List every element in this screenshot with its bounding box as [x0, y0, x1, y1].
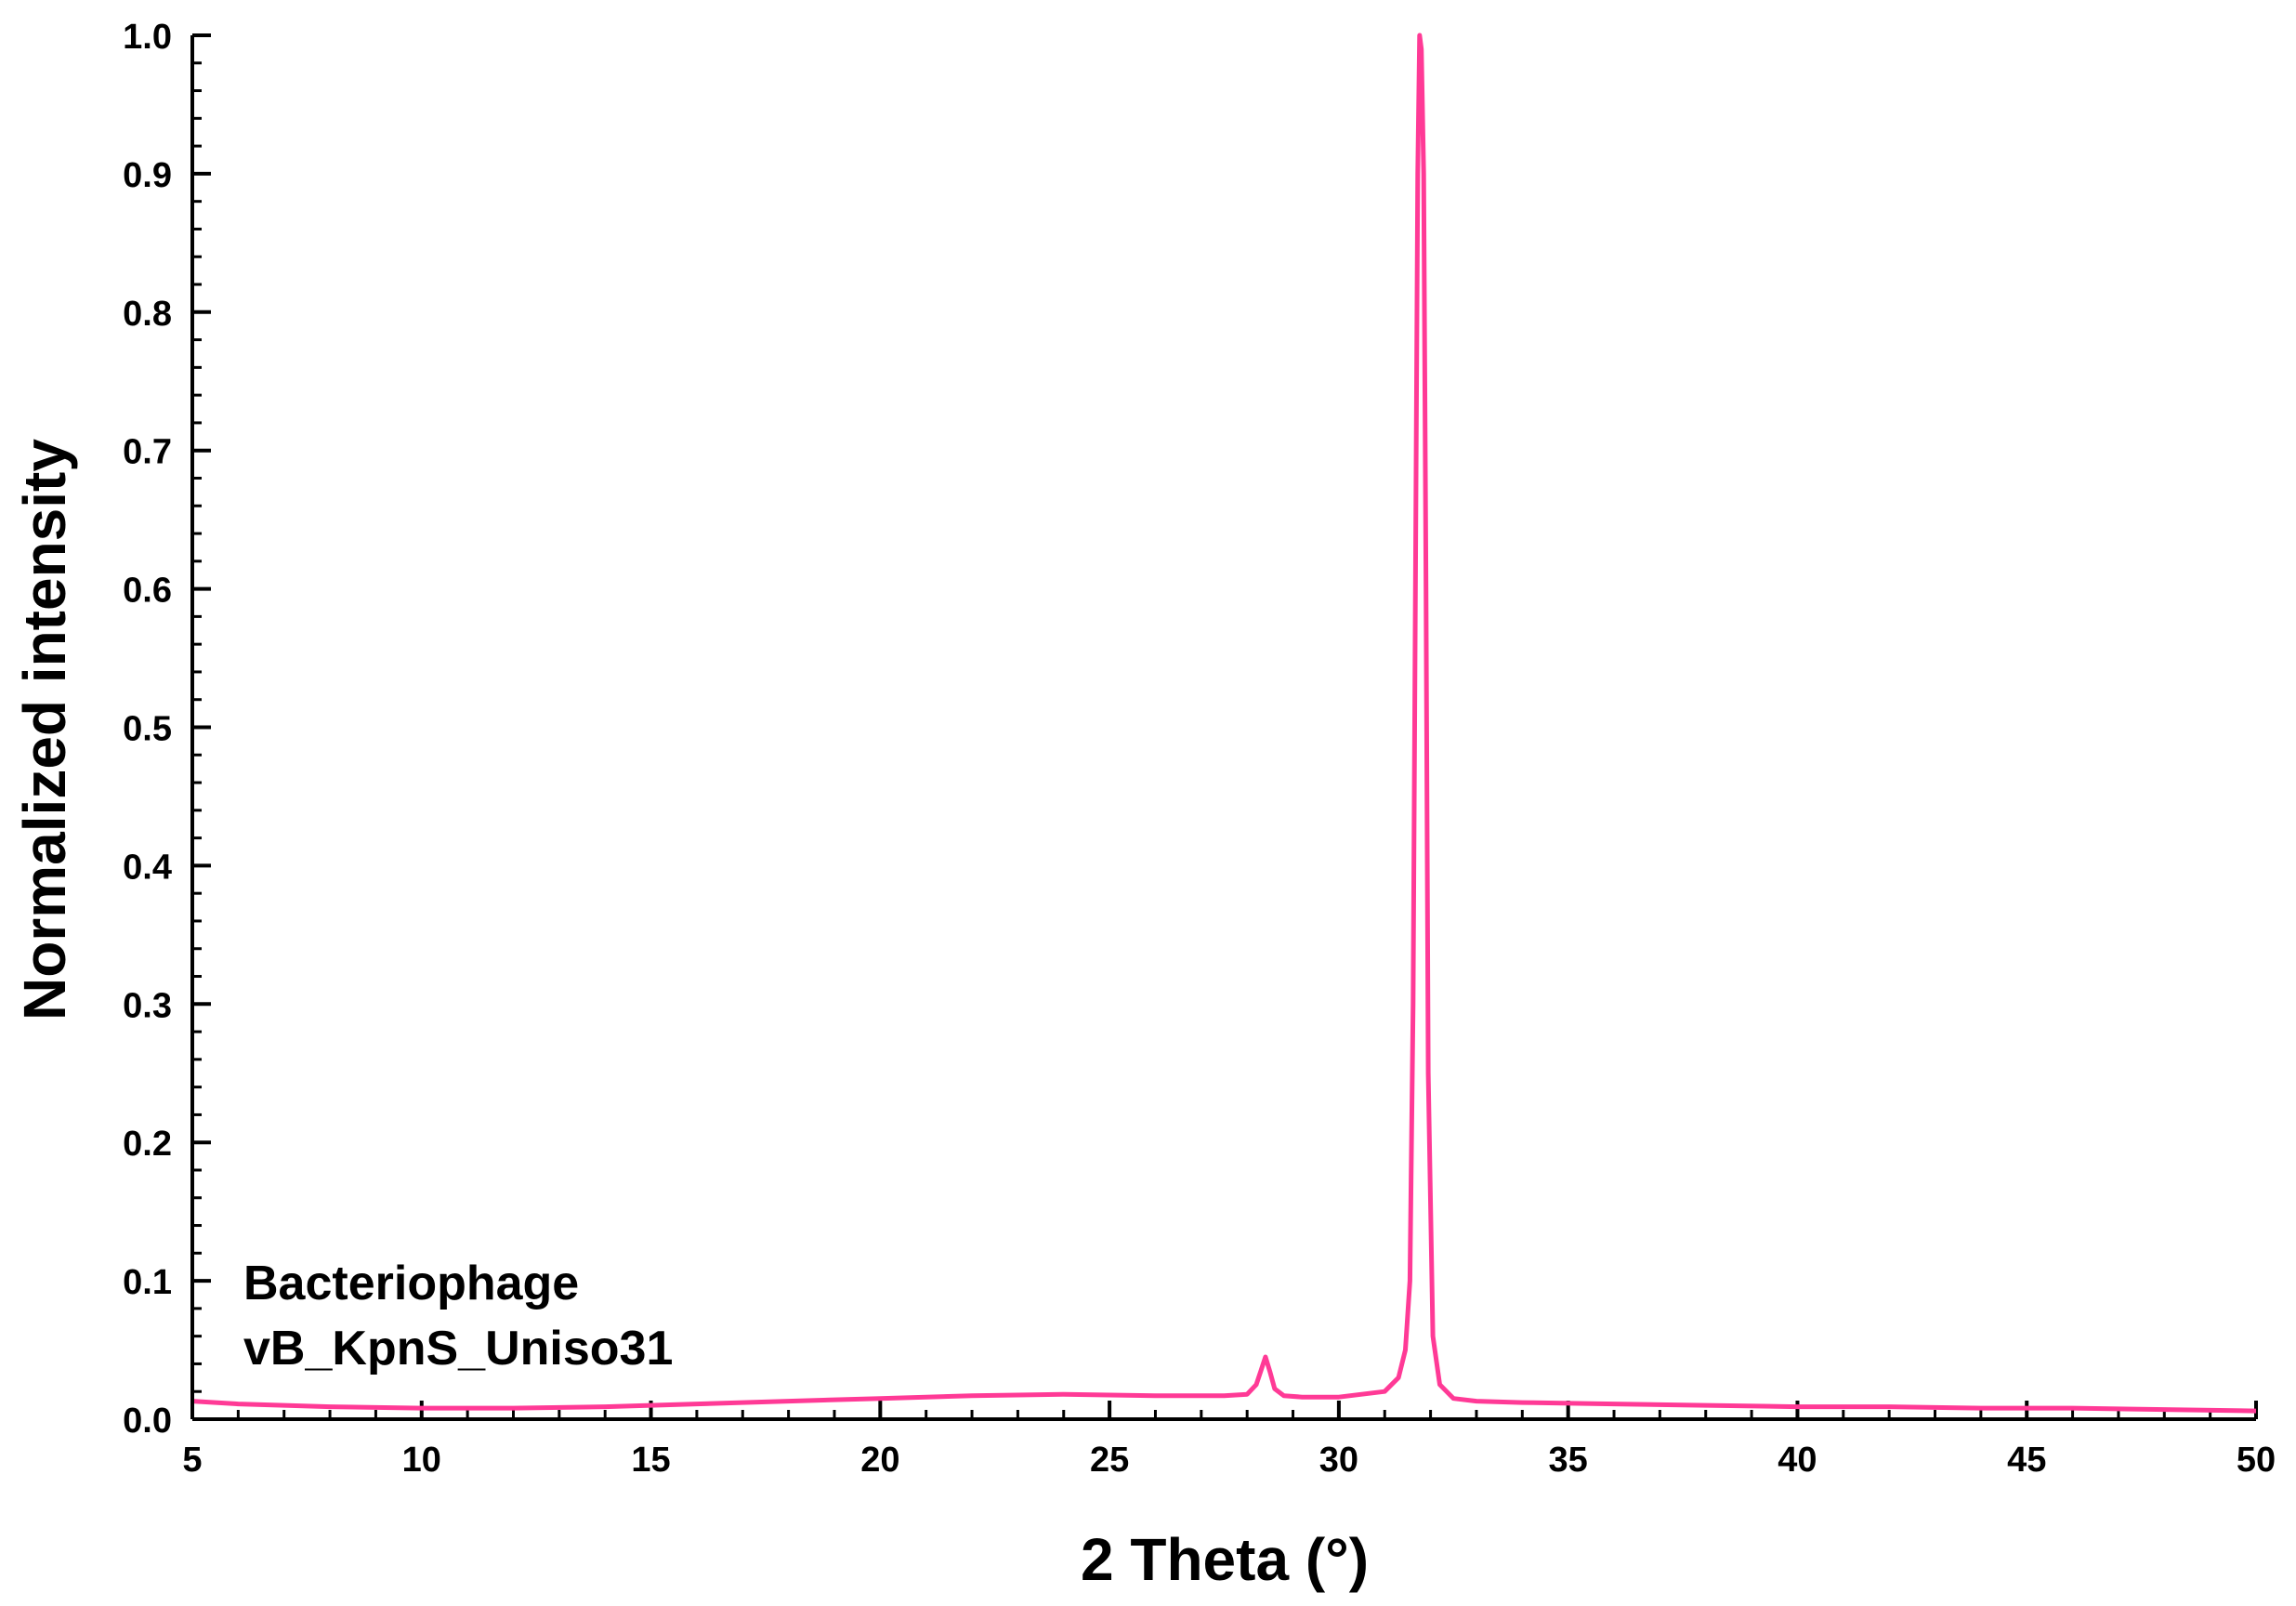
- x-tick-label: 5: [182, 1441, 202, 1480]
- x-tick-label: 35: [1549, 1441, 1588, 1480]
- y-tick-label: 0.8: [123, 295, 172, 334]
- y-tick-label: 0.7: [123, 433, 172, 472]
- x-tick-label: 25: [1090, 1441, 1129, 1480]
- y-tick-label: 0.3: [123, 986, 172, 1025]
- y-tick-label: 0.0: [123, 1402, 172, 1441]
- y-tick-label: 0.9: [123, 156, 172, 195]
- x-tick-label: 50: [2237, 1441, 2276, 1480]
- annotation-line-2: vB_KpnS_Uniso31: [243, 1322, 673, 1376]
- y-axis-title: Normalized intensity: [11, 439, 78, 1020]
- x-tick-label: 40: [1778, 1441, 1817, 1480]
- y-tick-label: 0.4: [123, 848, 172, 887]
- y-tick-label: 1.0: [123, 18, 172, 57]
- series-line-0: [191, 33, 2257, 1414]
- x-tick-label: 45: [2007, 1441, 2046, 1480]
- y-tick-label: 0.2: [123, 1125, 172, 1164]
- x-tick-label: 20: [860, 1441, 899, 1480]
- x-tick-label: 15: [631, 1441, 670, 1480]
- major-ticks: [190, 33, 2258, 1421]
- x-tick-label: 30: [1319, 1441, 1358, 1480]
- x-axis-title: 2 Theta (°): [1081, 1526, 1369, 1593]
- y-tick-label: 0.5: [123, 710, 172, 749]
- y-tick-label: 0.6: [123, 572, 172, 611]
- minor-ticks: [190, 33, 2258, 1421]
- y-tick-label: 0.1: [123, 1263, 172, 1302]
- tick-labels: 5 10 15 20 25 30 35 40 45 50 0.0 0.1 0.2 0.3 0.4 0.5 0.6…: [123, 18, 2276, 1480]
- x-tick-label: 10: [402, 1441, 441, 1480]
- annotation-line-1: Bacteriophage: [243, 1257, 579, 1310]
